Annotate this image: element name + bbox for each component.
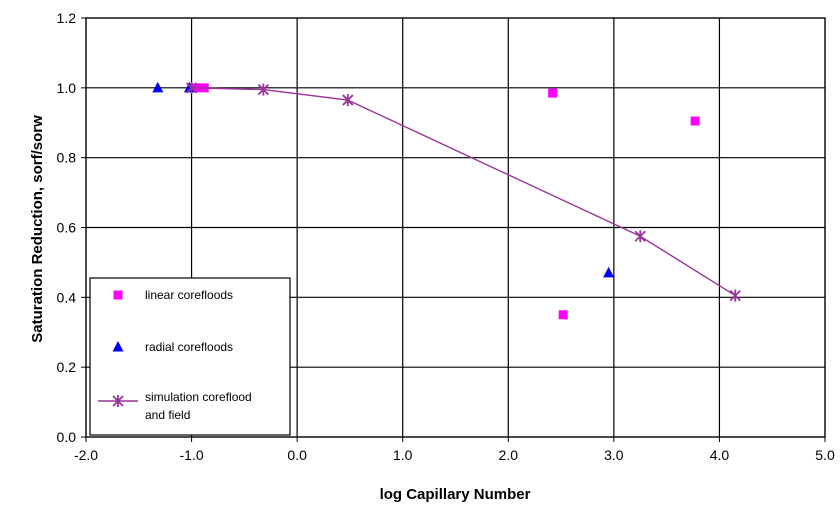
legend-label: simulation coreflood — [145, 390, 252, 404]
y-tick-label: 0.0 — [57, 429, 77, 445]
x-tick-label: 1.0 — [393, 447, 413, 463]
data-point — [558, 310, 568, 320]
legend-label: and field — [145, 408, 190, 422]
series-line — [191, 87, 736, 297]
data-point — [634, 230, 646, 243]
plot-frame — [85, 17, 826, 438]
axes: -2.0 -1.0 0.0 1.0 2.0 3.0 4.0 5.0 0.0 0.2 0.4 0.6 0.… — [57, 10, 835, 463]
legend-label: radial corefloods — [145, 340, 233, 354]
y-tick-label: 1.2 — [57, 10, 77, 26]
x-tick-label: 4.0 — [710, 447, 730, 463]
data-point — [603, 266, 615, 278]
x-tick-label: 0.0 — [287, 447, 307, 463]
data-point — [152, 81, 164, 93]
y-tick-label: 0.6 — [57, 220, 77, 236]
legend-label: linear corefloods — [145, 288, 233, 302]
x-tick-label: 2.0 — [499, 447, 519, 463]
y-tick-label: 0.2 — [57, 359, 77, 375]
data-point — [729, 289, 741, 302]
legend: linear corefloods radial corefloods simula… — [89, 277, 291, 436]
legend-marker — [112, 341, 124, 352]
x-tick-label: 5.0 — [815, 447, 835, 463]
data-point — [342, 94, 354, 107]
y-tick-label: 1.0 — [57, 80, 77, 96]
series-1 — [152, 81, 615, 278]
series-2 — [185, 81, 741, 302]
data-point — [548, 88, 558, 98]
y-tick-label: 0.8 — [57, 150, 77, 166]
data-point — [690, 116, 700, 126]
x-axis-title: log Capillary Number — [380, 486, 531, 503]
y-axis-title: Saturation Reduction, sorf/sorw — [29, 115, 46, 343]
x-tick-label: 3.0 — [604, 447, 624, 463]
data-series — [152, 81, 741, 320]
legend-box — [89, 277, 291, 436]
data-point — [257, 83, 269, 96]
x-tick-label: -2.0 — [74, 447, 98, 463]
legend-marker — [112, 395, 124, 407]
data-point — [185, 81, 198, 94]
x-tick-label: -1.0 — [180, 447, 204, 463]
y-tick-label: 0.4 — [57, 289, 77, 305]
legend-marker — [113, 290, 123, 300]
